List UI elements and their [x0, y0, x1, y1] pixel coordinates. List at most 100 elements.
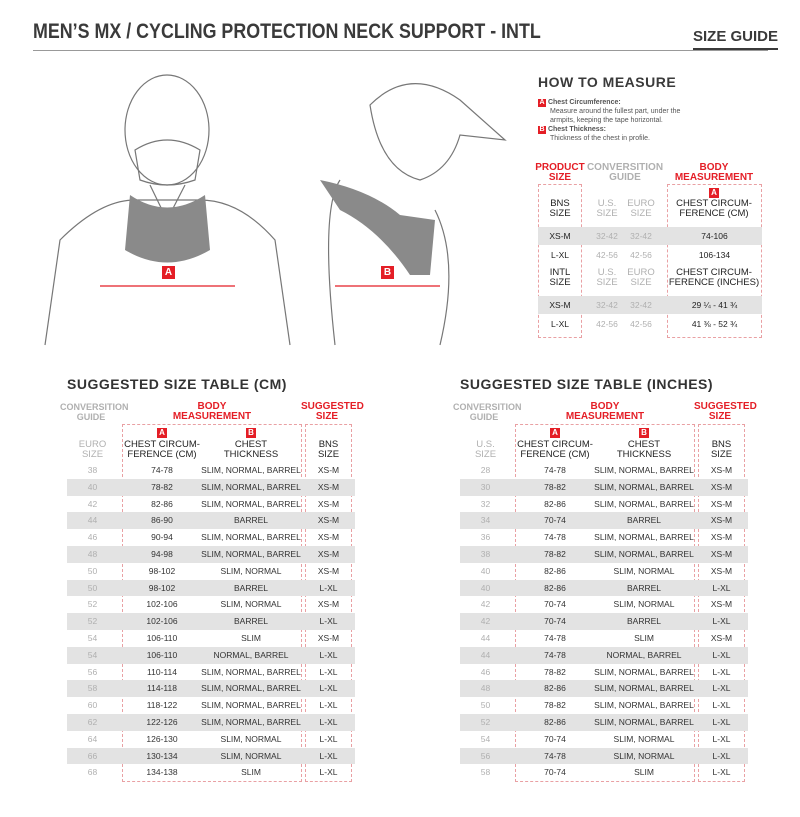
table-cell: XS-M	[710, 481, 733, 492]
how-to-measure-title: HOW TO MEASURE	[538, 74, 677, 90]
table-cell: SLIM, NORMAL, BARREL	[201, 465, 301, 475]
table-cell: L-XL	[712, 700, 731, 711]
body-measurement-header-line: BODY	[699, 162, 729, 173]
euro-head-line: EURO	[627, 198, 655, 209]
table-cell: XS-M	[710, 549, 733, 559]
table-cell: L-XL	[319, 666, 338, 677]
row-stripe	[460, 579, 748, 597]
product-cell: 41 ⅜ - 52 ¾	[691, 319, 738, 329]
table-cell: 50	[87, 582, 98, 593]
conversion-guide-header: CONVERSITION GUIDE	[585, 163, 665, 183]
table-cell: L-XL	[319, 616, 338, 627]
suggested-size-box	[698, 424, 745, 782]
table-cell: 82-86	[544, 498, 566, 509]
column-header: BNS SIZE	[305, 440, 352, 460]
body-measurement-header: BODY MEASUREMENT	[664, 163, 764, 183]
table-cell: 52	[87, 599, 98, 610]
table-cell: 40	[480, 582, 491, 593]
how-to-measure: HOW TO MEASURE A Chest Circumference: Me…	[538, 74, 680, 143]
row-stripe	[460, 546, 748, 563]
table-cell: XS-M	[317, 599, 340, 610]
table-cell: BARREL	[233, 515, 268, 526]
table-cell: SLIM	[634, 633, 654, 643]
product-cell: XS-M	[549, 231, 571, 241]
row-stripe	[67, 613, 355, 630]
euro-head-line: SIZE	[630, 277, 652, 288]
body-measurement-header: BODY MEASUREMENT	[515, 402, 695, 422]
table-cell: 130-134	[146, 750, 178, 761]
table-cell: 78-82	[544, 700, 566, 711]
table-cell: L-XL	[712, 767, 731, 778]
row-stripe	[460, 613, 748, 630]
row-stripe	[67, 579, 355, 597]
table-cell: 126-130	[146, 733, 178, 744]
table-cell: XS-M	[317, 515, 340, 526]
size-head-line: BNS	[550, 198, 570, 209]
euro-head: EURO SIZE	[624, 199, 658, 219]
table-cell: 78-82	[151, 481, 173, 492]
table-cell: 46	[87, 532, 98, 543]
column-header-line: EURO	[78, 439, 107, 450]
table-cell: SLIM, NORMAL, BARREL	[594, 465, 694, 475]
table-cell: 60	[87, 700, 98, 711]
table-cell: SLIM	[241, 633, 261, 643]
table-cell: 52	[87, 616, 98, 627]
table-cell: SLIM, NORMAL, BARREL	[201, 717, 301, 727]
table-cell: 50	[87, 565, 98, 576]
euro-head: EURO SIZE	[624, 268, 658, 288]
table-cell: 66	[87, 750, 98, 761]
column-header-line: SIZE	[710, 449, 733, 460]
table-cell: 56	[480, 750, 491, 761]
measure-head-line: FERENCE (CM)	[679, 208, 749, 219]
size-guide-tab[interactable]: SIZE GUIDE	[693, 28, 779, 50]
badge-a: A	[550, 428, 560, 438]
table-cell: XS-M	[710, 465, 733, 475]
column-header-line: FERENCE (CM)	[520, 449, 590, 460]
column-header-line: BNS	[318, 439, 339, 450]
table-cell: 102-106	[146, 599, 178, 610]
row-stripe	[67, 546, 355, 563]
table-cell: 78-82	[544, 481, 566, 492]
table-cell: 74-78	[544, 532, 566, 543]
table-cell: 44	[480, 633, 491, 643]
table-cell: XS-M	[710, 599, 733, 610]
body-measurement-box	[667, 184, 762, 338]
product-cell: 32-42	[630, 300, 652, 310]
table-cell: SLIM	[634, 767, 654, 778]
product-cell: 32-42	[630, 231, 652, 241]
table-cell: 52	[480, 717, 491, 727]
product-cell: 32-42	[596, 300, 618, 310]
table-cell: L-XL	[712, 582, 731, 593]
table-cell: SLIM, NORMAL	[613, 599, 675, 610]
table-cell: 98-102	[148, 565, 176, 576]
table-cell: 30	[480, 481, 491, 492]
table-cell: 70-74	[544, 733, 566, 744]
table-cell: 62	[87, 717, 98, 727]
table-cell: L-XL	[712, 616, 731, 627]
table-cell: 122-126	[146, 717, 178, 727]
table-cell: 74-78	[544, 633, 566, 643]
chest-circumference-label: Chest Circumference:	[547, 99, 621, 106]
body-measurement-header-line: MEASUREMENT	[674, 172, 754, 183]
table-cell: 94-98	[151, 549, 173, 559]
table-cell: 42	[480, 616, 491, 627]
table-cell: 78-82	[544, 666, 566, 677]
body-measurement-header-line: MEASUREMENT	[565, 411, 645, 422]
table-cell: 58	[480, 767, 491, 778]
table-cell: 82-86	[544, 717, 566, 727]
table-cell: SLIM, NORMAL	[220, 599, 282, 610]
us-head: U.S. SIZE	[590, 199, 624, 219]
table-cell: 42	[480, 599, 491, 610]
suggested-size-header-line: SIZE	[708, 411, 732, 422]
table-cell: SLIM, NORMAL, BARREL	[201, 700, 301, 711]
table-cell: L-XL	[319, 582, 338, 593]
suggested-size-header-line: SIZE	[315, 411, 339, 422]
table-cell: SLIM, NORMAL, BARREL	[201, 666, 301, 677]
suggested-size-header-line: SUGGESTED	[301, 401, 364, 412]
column-header: CHEST CIRCUM- FERENCE (CM)	[123, 440, 201, 460]
table-cell: L-XL	[712, 683, 731, 694]
table-cell: 40	[87, 481, 98, 492]
table-cell: L-XL	[712, 666, 731, 677]
column-header: CHEST THICKNESS	[201, 440, 301, 460]
column-header: EURO SIZE	[65, 440, 120, 460]
